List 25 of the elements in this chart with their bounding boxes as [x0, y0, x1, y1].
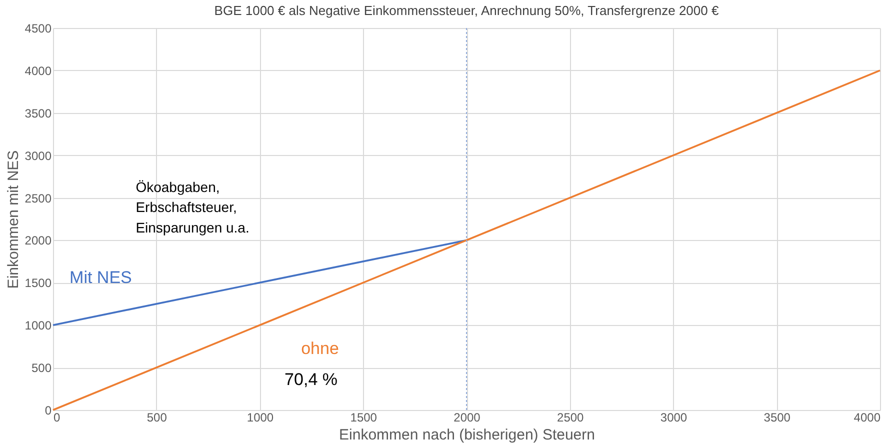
x-tick-label: 1000	[246, 410, 274, 424]
y-axis-title: Einkommen mit NES	[4, 150, 22, 289]
y-tick-label: 2500	[24, 191, 52, 206]
annotation: 70,4 %	[284, 370, 338, 389]
x-tick-label: 4000	[854, 410, 881, 424]
series-label: Mit NES	[70, 268, 132, 288]
x-axis-title: Einkommen nach (bisherigen) Steuern	[339, 426, 595, 444]
x-tick-label: 3000	[660, 410, 688, 424]
annotation: Ökoabgaben, Erbschaftsteuer, Einsparungen u.a.	[136, 178, 250, 236]
y-tick-label: 3500	[24, 106, 52, 120]
series-label: ohne	[301, 338, 339, 358]
x-tick-label: 1500	[350, 410, 378, 424]
y-tick-label: 2000	[24, 234, 52, 248]
x-tick-label: 0	[54, 410, 60, 424]
x-tick-label: 2000	[454, 410, 481, 424]
x-tick-label: 2500	[557, 410, 584, 424]
y-tick-label: 500	[31, 361, 52, 376]
y-tick-label: 3000	[24, 148, 52, 163]
y-tick-label: 1500	[24, 276, 52, 290]
y-tick-label: 4000	[24, 64, 52, 78]
y-tick-label: 4500	[24, 22, 52, 36]
y-tick-label: 1000	[24, 318, 52, 333]
x-tick-label: 3500	[764, 410, 791, 424]
x-tick-label: 500	[146, 410, 168, 424]
chart-title: BGE 1000 € als Negative Einkommenssteuer, Anrechnung 50%, Transfergrenze 2000 €	[214, 3, 720, 18]
